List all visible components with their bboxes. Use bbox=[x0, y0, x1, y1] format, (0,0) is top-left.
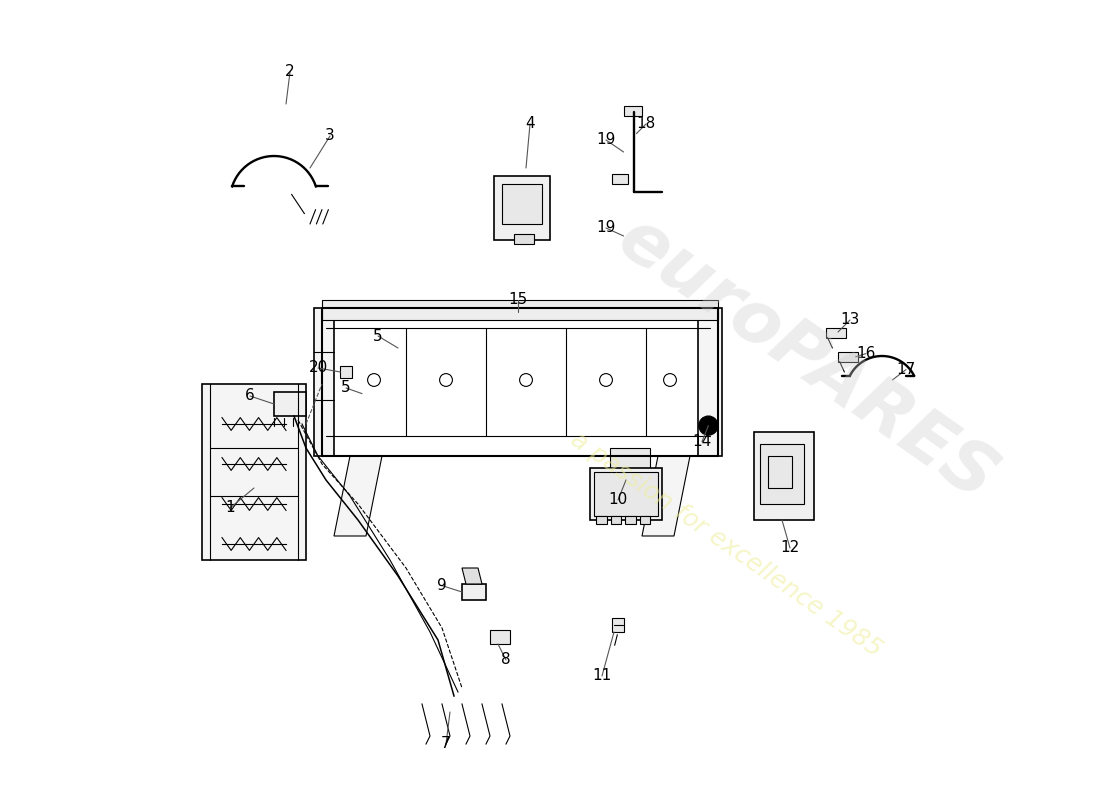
Text: 4: 4 bbox=[525, 117, 535, 131]
Text: 10: 10 bbox=[608, 493, 628, 507]
Text: 14: 14 bbox=[692, 434, 712, 449]
Bar bbox=[613, 618, 625, 632]
Bar bbox=[826, 328, 846, 338]
Bar bbox=[314, 308, 334, 456]
Bar bbox=[754, 432, 814, 520]
Text: 15: 15 bbox=[508, 293, 528, 307]
Bar bbox=[698, 308, 722, 456]
Text: 13: 13 bbox=[840, 313, 860, 327]
Bar bbox=[639, 516, 650, 524]
Bar bbox=[838, 352, 858, 362]
Text: 7: 7 bbox=[441, 737, 451, 751]
Circle shape bbox=[698, 416, 718, 435]
Bar bbox=[502, 184, 542, 224]
Bar bbox=[202, 384, 306, 560]
Text: 18: 18 bbox=[637, 117, 656, 131]
Text: 19: 19 bbox=[596, 221, 616, 235]
Bar bbox=[769, 456, 792, 488]
Text: 19: 19 bbox=[596, 133, 616, 147]
Polygon shape bbox=[642, 456, 690, 536]
Text: 2: 2 bbox=[285, 65, 295, 79]
Bar bbox=[462, 584, 486, 600]
Bar bbox=[610, 516, 621, 524]
Text: 3: 3 bbox=[326, 129, 334, 143]
Text: 9: 9 bbox=[437, 578, 447, 593]
Text: 6: 6 bbox=[245, 389, 255, 403]
Bar bbox=[760, 444, 804, 504]
Bar bbox=[514, 234, 534, 244]
Text: 1: 1 bbox=[226, 501, 234, 515]
Text: 5: 5 bbox=[373, 329, 383, 343]
Text: 16: 16 bbox=[856, 346, 876, 361]
Bar bbox=[590, 468, 662, 520]
Text: 20: 20 bbox=[308, 361, 328, 375]
Text: 12: 12 bbox=[780, 541, 800, 555]
Text: 11: 11 bbox=[593, 669, 612, 683]
Bar bbox=[494, 176, 550, 240]
Polygon shape bbox=[334, 456, 382, 536]
Bar bbox=[322, 300, 718, 320]
Bar bbox=[274, 392, 306, 416]
Bar bbox=[340, 366, 352, 378]
Bar bbox=[625, 516, 636, 524]
Polygon shape bbox=[462, 568, 482, 584]
Text: 8: 8 bbox=[502, 653, 510, 667]
Bar bbox=[490, 630, 510, 644]
Text: 17: 17 bbox=[896, 362, 915, 377]
Bar bbox=[613, 174, 628, 184]
Bar bbox=[610, 448, 650, 472]
Bar bbox=[625, 106, 642, 116]
Bar bbox=[596, 516, 607, 524]
Text: euroPARES: euroPARES bbox=[604, 204, 1008, 516]
Text: a passion for excellence 1985: a passion for excellence 1985 bbox=[565, 427, 887, 661]
Bar bbox=[594, 472, 658, 516]
Text: 5: 5 bbox=[341, 381, 351, 395]
